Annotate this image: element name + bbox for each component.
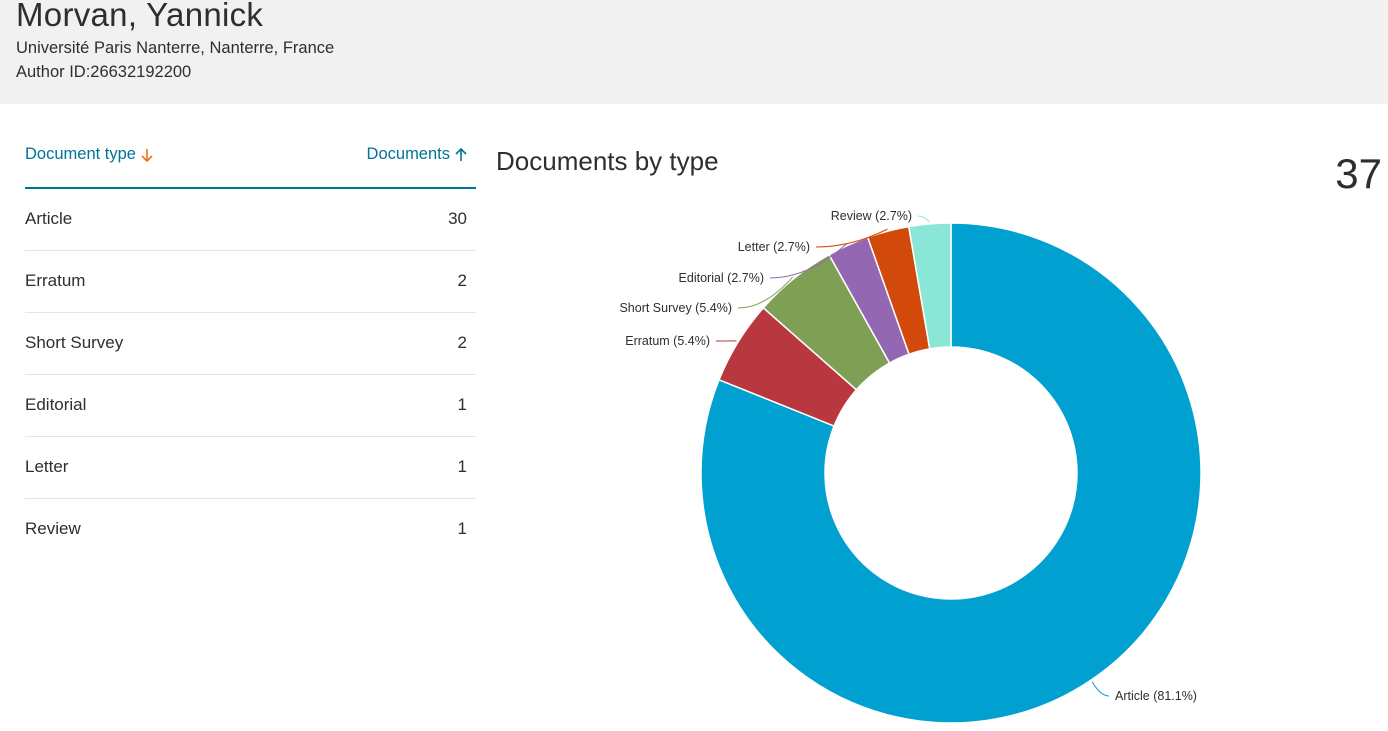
row-document-count: 1 bbox=[457, 457, 467, 476]
row-document-type: Short Survey bbox=[25, 333, 124, 352]
document-type-table: Document type Documents Article 30 Errat… bbox=[25, 130, 476, 560]
slice-label: Letter (2.7%) bbox=[738, 240, 810, 254]
chart-title: Documents by type bbox=[496, 146, 719, 176]
donut-slice-review[interactable] bbox=[907, 222, 952, 350]
table-row: Article 30 bbox=[25, 189, 476, 251]
row-document-count: 2 bbox=[457, 271, 467, 290]
slice-label: Short Survey (5.4%) bbox=[619, 301, 732, 315]
table-header: Document type Documents bbox=[25, 130, 476, 189]
slice-label: Article (81.1%) bbox=[1115, 689, 1197, 703]
table-row: Editorial 1 bbox=[25, 375, 476, 437]
table-row: Letter 1 bbox=[25, 437, 476, 499]
row-document-count: 2 bbox=[457, 333, 467, 352]
arrow-down-icon bbox=[141, 148, 153, 162]
slice-label: Review (2.7%) bbox=[831, 209, 912, 223]
slice-connector-line bbox=[737, 276, 794, 309]
slice-connector-line bbox=[1091, 681, 1110, 697]
slice-label: Editorial (2.7%) bbox=[679, 271, 764, 285]
slice-connector-line bbox=[917, 215, 930, 223]
row-document-type: Erratum bbox=[25, 271, 86, 290]
total-documents: 37 bbox=[1335, 150, 1382, 197]
author-header: Morvan, Yannick Université Paris Nanterr… bbox=[0, 0, 1388, 104]
row-document-count: 1 bbox=[457, 519, 467, 538]
donut-slice-article[interactable] bbox=[700, 222, 1202, 724]
slice-connector-line bbox=[769, 242, 848, 279]
row-document-type: Editorial bbox=[25, 395, 87, 414]
document-type-header-label: Document type bbox=[25, 145, 136, 163]
slice-label: Erratum (5.4%) bbox=[625, 334, 710, 348]
row-document-type: Review bbox=[25, 519, 81, 538]
row-document-count: 30 bbox=[448, 209, 467, 228]
documents-header-label: Documents bbox=[366, 145, 450, 163]
author-name: Morvan, Yannick bbox=[16, 0, 264, 33]
row-document-count: 1 bbox=[457, 395, 467, 414]
row-document-type: Letter bbox=[25, 457, 69, 476]
sort-by-document-type[interactable]: Document type bbox=[25, 145, 154, 164]
table-row: Review 1 bbox=[25, 499, 476, 560]
author-affiliation: Université Paris Nanterre, Nanterre, Fra… bbox=[16, 39, 335, 57]
table-row: Short Survey 2 bbox=[25, 313, 476, 375]
sort-by-documents[interactable]: Documents bbox=[367, 145, 468, 164]
row-document-type: Article bbox=[25, 209, 73, 228]
slice-connector-line bbox=[815, 228, 888, 248]
author-id: Author ID:26632192200 bbox=[16, 63, 192, 81]
arrow-up-icon bbox=[455, 147, 467, 161]
table-row: Erratum 2 bbox=[25, 251, 476, 313]
